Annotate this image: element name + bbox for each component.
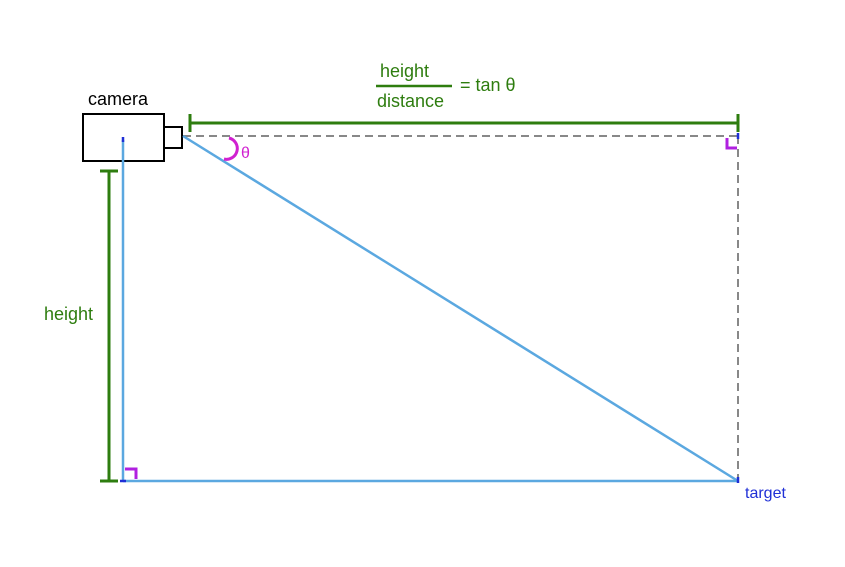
theta-label: θ: [241, 145, 250, 162]
formula-denominator: distance: [377, 91, 445, 111]
formula-numerator: height: [380, 61, 430, 81]
theta-angle-arc: [223, 136, 239, 161]
right-angle-mark-bottom-left: [125, 467, 138, 479]
camera-label: camera: [88, 89, 149, 109]
right-angle-mark-top-right: [725, 138, 737, 150]
line-of-sight: [182, 134, 739, 483]
formula-equals-tan: = tan θ: [460, 75, 516, 95]
height-label: height: [44, 304, 94, 324]
camera-lens: [163, 126, 183, 149]
target-label: target: [745, 485, 786, 502]
